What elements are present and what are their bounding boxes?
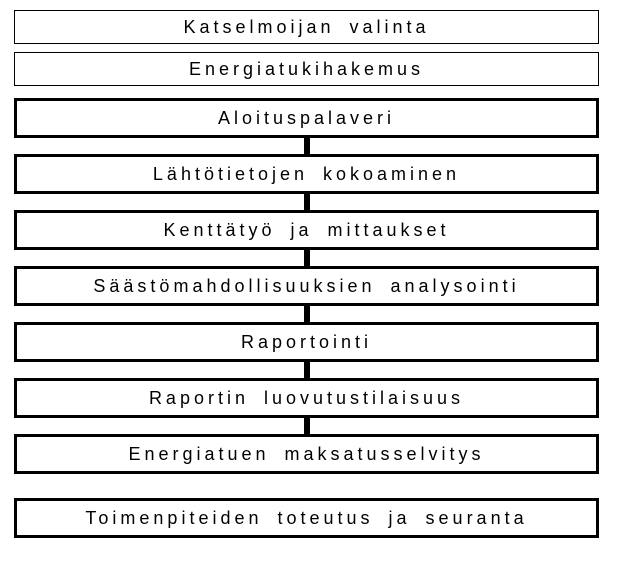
flow-step-n2: Aloituspalaveri bbox=[14, 98, 599, 138]
flow-connector bbox=[304, 306, 310, 322]
flow-step-n1: Energiatukihakemus bbox=[14, 52, 599, 86]
flow-step-label: Aloituspalaveri bbox=[218, 108, 395, 129]
flow-step-n8: Energiatuen maksatusselvitys bbox=[14, 434, 599, 474]
flow-step-n3: Lähtötietojen kokoaminen bbox=[14, 154, 599, 194]
flow-step-label: Toimenpiteiden toteutus ja seuranta bbox=[85, 508, 527, 529]
flow-step-n4: Kenttätyö ja mittaukset bbox=[14, 210, 599, 250]
flow-step-n0: Katselmoijan valinta bbox=[14, 10, 599, 44]
flow-connector bbox=[304, 138, 310, 154]
flow-step-label: Kenttätyö ja mittaukset bbox=[163, 220, 449, 241]
flow-step-label: Lähtötietojen kokoaminen bbox=[153, 164, 460, 185]
flow-step-label: Raportin luovutustilaisuus bbox=[149, 388, 464, 409]
flow-connector bbox=[304, 418, 310, 434]
flow-step-n6: Raportointi bbox=[14, 322, 599, 362]
flow-step-n5: Säästömahdollisuuksien analysointi bbox=[14, 266, 599, 306]
flow-step-n7: Raportin luovutustilaisuus bbox=[14, 378, 599, 418]
flow-step-n9: Toimenpiteiden toteutus ja seuranta bbox=[14, 498, 599, 538]
process-flowchart: Katselmoijan valinta Energiatukihakemus Al… bbox=[0, 0, 617, 562]
flow-step-label: Energiatukihakemus bbox=[189, 59, 424, 80]
flow-connector bbox=[304, 362, 310, 378]
flow-step-label: Raportointi bbox=[241, 332, 372, 353]
flow-connector bbox=[304, 194, 310, 210]
flow-connector bbox=[304, 250, 310, 266]
flow-step-label: Säästömahdollisuuksien analysointi bbox=[93, 276, 519, 297]
flow-step-label: Energiatuen maksatusselvitys bbox=[128, 444, 484, 465]
flow-step-label: Katselmoijan valinta bbox=[183, 17, 429, 38]
